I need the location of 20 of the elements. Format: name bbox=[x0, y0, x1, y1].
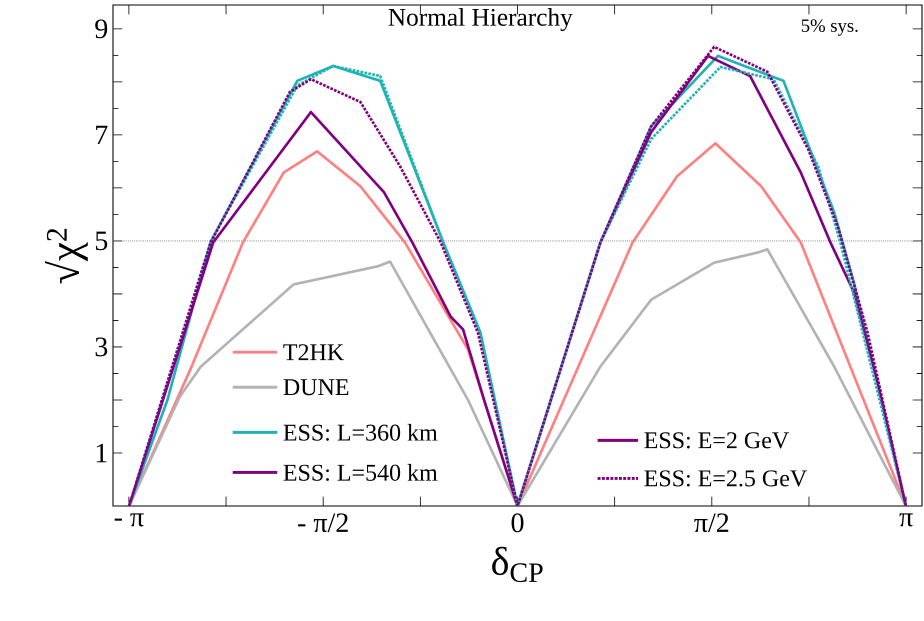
x-tick-label: 0 bbox=[512, 513, 524, 532]
annotation: ESS: E=2 GeV bbox=[644, 432, 789, 448]
y-tick-label: 3 bbox=[96, 338, 108, 356]
x-tick-label: - π bbox=[114, 513, 144, 526]
legend-label: DUNE bbox=[284, 379, 348, 396]
legend-label: ESS: L=540 km bbox=[284, 464, 438, 481]
y-axis-title: √χ$^{2}$ bbox=[44, 228, 88, 284]
x-axis-title: δ$_{CP}$ bbox=[492, 546, 543, 582]
y-tick-label: 1 bbox=[96, 444, 107, 462]
annotation: 5% sys. bbox=[802, 19, 858, 36]
x-tick-label: - π/2 bbox=[298, 513, 348, 532]
chart-title: Normal Hierarchy bbox=[388, 8, 573, 32]
y-tick-label: 7 bbox=[96, 126, 108, 144]
x-tick-label: π/2 bbox=[694, 513, 728, 532]
legend-label: ESS: L=360 km bbox=[284, 424, 438, 441]
x-tick-label: π bbox=[899, 513, 913, 526]
legend-label: T2HK bbox=[283, 344, 344, 360]
y-tick-label: 9 bbox=[95, 19, 108, 38]
y-tick-label: 5 bbox=[96, 232, 108, 250]
legend-label: ESS: E=2.5 GeV bbox=[644, 470, 807, 487]
